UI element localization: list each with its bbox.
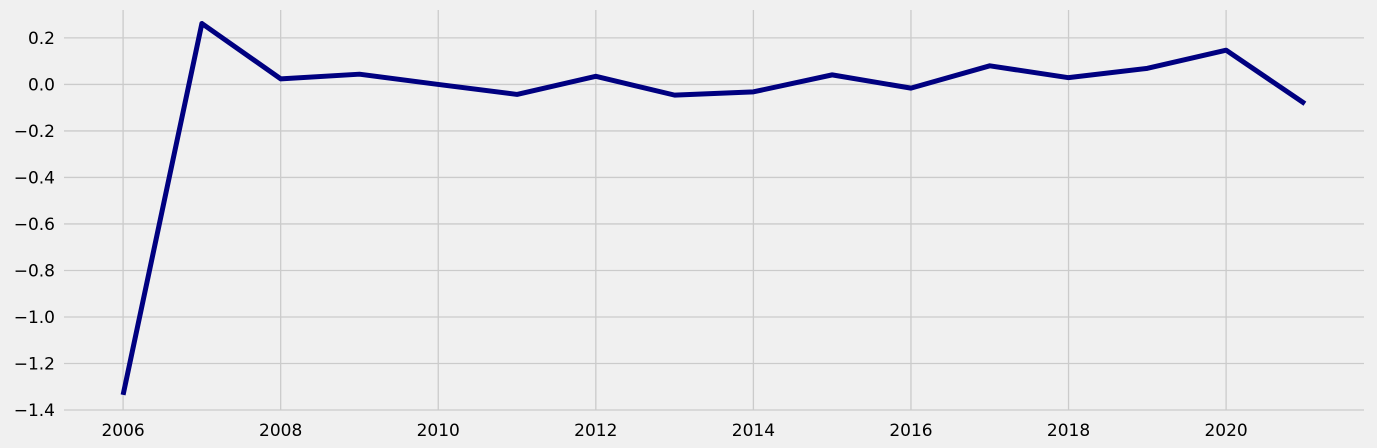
y-tick-label: −0.6: [14, 215, 55, 235]
series-group: [120, 20, 1307, 396]
x-tick-label: 2010: [417, 421, 460, 441]
x-tick-label: 2018: [1047, 421, 1090, 441]
y-grid-lines: [64, 37, 1364, 411]
y-tick-label: −1.4: [14, 401, 55, 421]
y-tick-label: −0.4: [14, 168, 55, 188]
y-tick-label: −0.8: [14, 261, 55, 281]
x-tick-label: 2006: [101, 421, 144, 441]
y-tick-labels: −1.4 −1.2 −1.0 −0.8 −0.6 −0.4 −0.2 0.0 0.2: [14, 29, 55, 421]
series-line: [120, 20, 1307, 396]
x-tick-label: 2008: [259, 421, 302, 441]
x-grid-lines: [122, 10, 1227, 410]
x-tick-label: 2014: [732, 421, 775, 441]
y-tick-label: −1.2: [14, 354, 55, 374]
y-tick-label: 0.0: [28, 75, 55, 95]
x-tick-labels: 2006 2008 2010 2012 2014 2016 2018 2020: [101, 421, 1247, 441]
y-tick-label: 0.2: [28, 29, 55, 49]
y-tick-label: −1.0: [14, 308, 55, 328]
y-tick-label: −0.2: [14, 122, 55, 142]
x-tick-label: 2012: [574, 421, 617, 441]
x-tick-label: 2020: [1204, 421, 1247, 441]
x-tick-label: 2016: [889, 421, 932, 441]
